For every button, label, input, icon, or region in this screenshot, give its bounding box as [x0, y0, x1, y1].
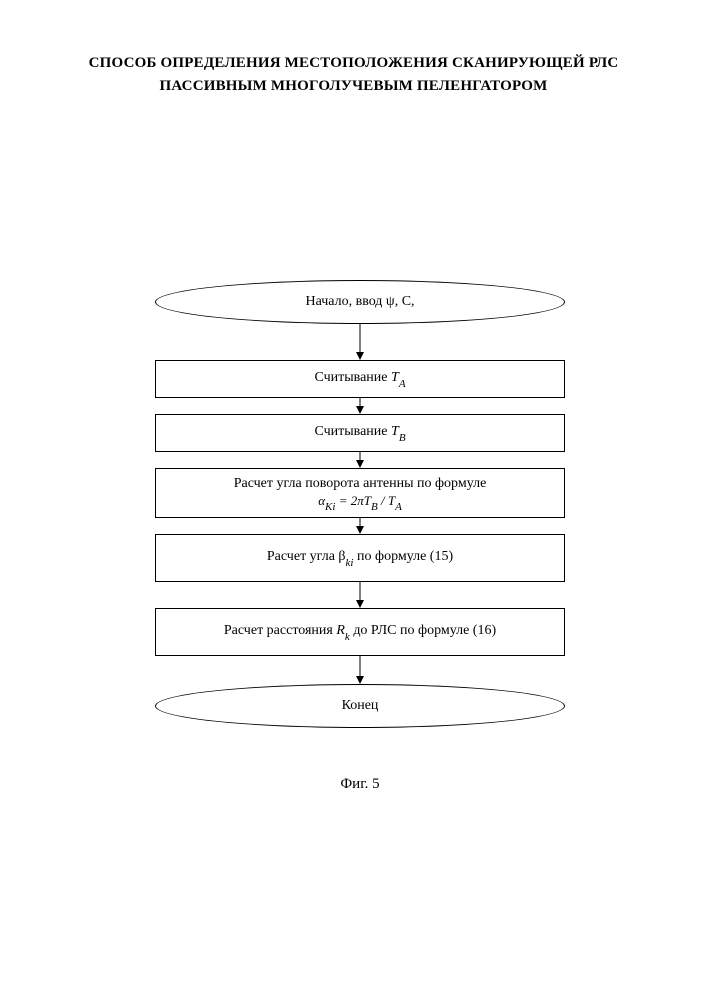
arrow	[155, 398, 565, 414]
process-calc-r: Расчет расстояния Rk до РЛС по формуле (…	[155, 608, 565, 656]
arrow	[155, 656, 565, 684]
title-line-2: ПАССИВНЫМ МНОГОЛУЧЕВЫМ ПЕЛЕНГАТОРОМ	[160, 78, 548, 94]
figure-caption: Фиг. 5	[155, 776, 565, 793]
arrow	[155, 452, 565, 468]
terminator-start: Начало, ввод ψ, C,	[155, 280, 565, 324]
page-title: СПОСОБ ОПРЕДЕЛЕНИЯ МЕСТОПОЛОЖЕНИЯ СКАНИР…	[0, 52, 707, 97]
flowchart: Начало, ввод ψ, C, Считывание TA С	[155, 280, 565, 793]
process-read-ta: Считывание TA	[155, 360, 565, 398]
arrow-icon	[353, 582, 367, 608]
process-read-tb-text: Считывание TB	[314, 423, 405, 444]
arrow	[155, 324, 565, 360]
arrow	[155, 518, 565, 534]
terminator-end-text: Конец	[342, 697, 379, 715]
arrow-icon	[353, 452, 367, 468]
terminator-start-text: Начало, ввод ψ, C,	[305, 293, 414, 311]
arrow-icon	[353, 656, 367, 684]
process-calc-alpha-line1: Расчет угла поворота антенны по формуле	[234, 475, 487, 493]
page: СПОСОБ ОПРЕДЕЛЕНИЯ МЕСТОПОЛОЖЕНИЯ СКАНИР…	[0, 0, 707, 1000]
process-read-ta-text: Считывание TA	[314, 369, 405, 390]
arrow-icon	[353, 398, 367, 414]
process-read-tb: Считывание TB	[155, 414, 565, 452]
arrow	[155, 582, 565, 608]
process-calc-beta: Расчет угла βki по формуле (15)	[155, 534, 565, 582]
process-calc-r-text: Расчет расстояния Rk до РЛС по формуле (…	[224, 622, 496, 643]
terminator-end: Конец	[155, 684, 565, 728]
process-calc-alpha: Расчет угла поворота антенны по формуле …	[155, 468, 565, 518]
arrow-icon	[353, 518, 367, 534]
title-line-1: СПОСОБ ОПРЕДЕЛЕНИЯ МЕСТОПОЛОЖЕНИЯ СКАНИР…	[89, 55, 619, 71]
process-calc-alpha-formula: αKi = 2πTB / TA	[318, 493, 402, 513]
process-calc-beta-text: Расчет угла βki по формуле (15)	[267, 548, 453, 569]
arrow-icon	[353, 324, 367, 360]
